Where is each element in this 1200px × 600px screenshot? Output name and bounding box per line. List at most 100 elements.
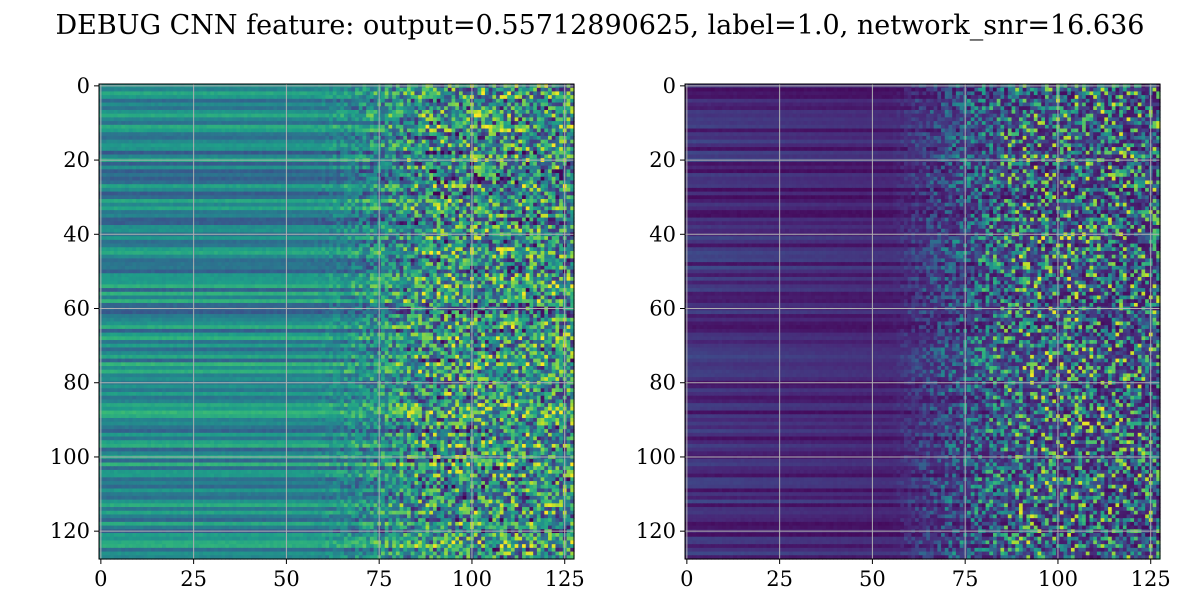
heatmap-cell [225,150,230,156]
heatmap-cell [529,117,534,122]
heatmap-cell [306,199,312,204]
heatmap-cell [496,173,501,178]
heatmap-cell [303,225,308,230]
heatmap-cell [317,206,323,211]
heatmap-cell [277,147,282,152]
heatmap-cell [277,225,282,230]
heatmap-cell [262,206,267,211]
heatmap-cell [447,202,453,208]
heatmap-cell [306,187,312,193]
heatmap-cell [188,139,193,144]
heatmap-cell [110,128,115,133]
heatmap-cell [466,199,471,204]
heatmap-cell [306,87,312,93]
heatmap-cell [343,98,349,104]
heatmap-cell [351,199,356,204]
heatmap-cell [510,121,516,126]
heatmap-cell [507,154,512,159]
heatmap-cell [451,161,456,167]
heatmap-cell [154,91,159,96]
heatmap-cell [136,139,141,144]
heatmap-cell [206,98,211,104]
heatmap-cell [280,135,286,141]
heatmap-cell [418,128,423,133]
heatmap-cell [117,95,122,100]
heatmap-cell [514,210,519,215]
heatmap-cell [440,169,445,174]
heatmap-cell [329,176,334,182]
heatmap-cell [540,180,545,185]
heatmap-cell [536,147,542,152]
heatmap-cell [440,173,445,178]
heatmap-cell [139,184,145,189]
heatmap-cell [113,128,119,133]
heatmap-cell [529,109,534,115]
heatmap-cell [143,169,148,174]
heatmap-cell [481,199,486,204]
heatmap-cell [407,195,412,200]
heatmap-cell [210,165,215,170]
heatmap-cell [165,202,171,208]
heatmap-cell [384,176,390,182]
heatmap-cell [306,106,312,111]
heatmap-cell [136,98,141,104]
heatmap-cell [132,128,137,133]
heatmap-cell [325,195,330,200]
heatmap-cell [251,135,256,141]
heatmap-cell [458,180,464,185]
heatmap-cell [436,132,442,137]
heatmap-cell [113,191,119,196]
heatmap-cell [510,176,516,182]
heatmap-cell [347,135,352,141]
heatmap-cell [429,165,434,170]
heatmap-cell [195,135,200,141]
heatmap-cell [343,113,349,118]
heatmap-cell [225,225,230,230]
heatmap-cell [503,91,508,96]
heatmap-cell [214,169,219,174]
heatmap-cell [143,91,148,96]
heatmap-cell [477,150,482,156]
heatmap-cell [299,150,304,156]
heatmap-cell [139,106,145,111]
heatmap-cell [477,221,482,226]
heatmap-cell [432,202,438,208]
heatmap-cell [184,102,189,107]
heatmap-cell [188,132,193,137]
heatmap-cell [336,199,341,204]
heatmap-cell [128,102,133,107]
heatmap-cell [117,165,122,170]
heatmap-cell [432,124,438,130]
heatmap-cell [221,176,226,182]
heatmap-cell [184,132,189,137]
heatmap-cell [477,217,482,222]
heatmap-cell [522,221,527,226]
heatmap-cell [425,95,430,100]
heatmap-cell [136,180,141,185]
heatmap-cell [154,117,159,122]
heatmap-cell [444,124,449,130]
heatmap-cell [147,173,152,178]
heatmap-cell [214,199,219,204]
heatmap-cell [436,95,442,100]
heatmap-cell [381,150,386,156]
heatmap-cell [407,176,412,182]
heatmap-cell [243,199,249,204]
heatmap-cell [291,213,297,219]
heatmap-cell [188,87,193,93]
heatmap-cell [410,91,416,96]
heatmap-cell [176,221,182,226]
heatmap-cell [169,206,174,211]
heatmap-cell [110,91,115,96]
heatmap-cell [395,109,401,115]
heatmap-cell [488,180,493,185]
heatmap-cell [421,165,427,170]
heatmap-cell [184,221,189,226]
heatmap-cell [206,180,211,185]
heatmap-cell [503,176,508,182]
heatmap-cell [466,165,471,170]
heatmap-cell [525,184,531,189]
heatmap-cell [206,195,211,200]
heatmap-cell [288,173,293,178]
heatmap-cell [232,135,237,141]
